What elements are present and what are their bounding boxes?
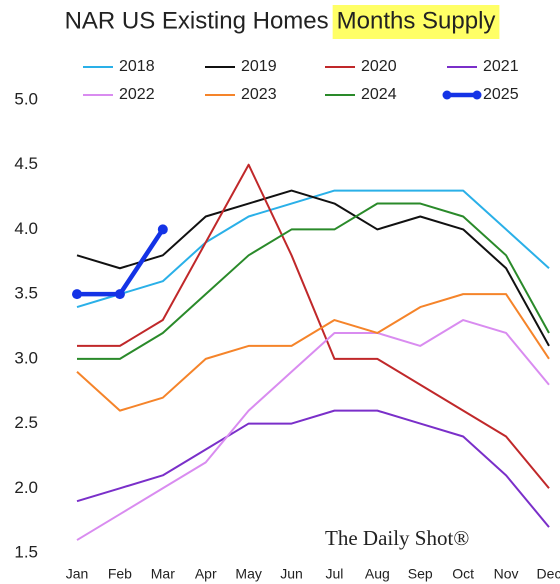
x-tick-label: Apr bbox=[195, 566, 217, 582]
series-line bbox=[76, 409, 550, 528]
y-tick-label: 3.0 bbox=[14, 348, 38, 367]
y-tick-label: 2.5 bbox=[14, 413, 38, 432]
series-line bbox=[76, 319, 550, 541]
legend-item: 2024 bbox=[325, 86, 397, 103]
x-tick-label: Oct bbox=[452, 566, 474, 582]
title-highlight bbox=[332, 5, 500, 39]
source: The Daily Shot® bbox=[325, 526, 469, 550]
legend-item: 2023 bbox=[205, 86, 277, 103]
legend-item: 2022 bbox=[83, 86, 155, 103]
x-tick-label: Feb bbox=[108, 566, 132, 582]
y-tick-label: 1.5 bbox=[14, 542, 38, 561]
data-point bbox=[157, 224, 168, 235]
x-tick-label: Jun bbox=[280, 566, 303, 582]
data-point bbox=[72, 289, 82, 300]
legend-item: 2018 bbox=[83, 58, 155, 75]
legend-item: 2021 bbox=[447, 58, 519, 75]
x-tick-label: Nov bbox=[494, 566, 519, 582]
legend-label: 2024 bbox=[361, 86, 397, 103]
legend-label: 2019 bbox=[241, 58, 277, 75]
legend-label: 2025 bbox=[483, 86, 519, 103]
x-tick-label: Sep bbox=[408, 566, 433, 582]
legend-item: 2019 bbox=[205, 58, 277, 75]
legend-label: 2022 bbox=[119, 86, 155, 103]
y-tick-label: 5.0 bbox=[14, 89, 38, 108]
data-point bbox=[114, 289, 125, 300]
legend-marker bbox=[472, 90, 482, 100]
legend-label: 2023 bbox=[241, 86, 277, 103]
x-tick-label: Jan bbox=[66, 566, 89, 582]
series-line bbox=[77, 202, 550, 360]
legend-label: 2020 bbox=[361, 58, 397, 75]
y-tick-label: 4.5 bbox=[14, 154, 38, 173]
legend-item: 2020 bbox=[325, 58, 397, 75]
x-tick-label: Dec bbox=[537, 566, 560, 582]
legend-label: 2018 bbox=[119, 58, 155, 75]
chart-title: NAR US Existing Homes bbox=[65, 7, 329, 34]
x-tick-label: Jul bbox=[326, 566, 344, 582]
x-tick-label: Aug bbox=[365, 566, 390, 582]
legend-item: 2025 bbox=[442, 86, 519, 103]
x-tick-label: May bbox=[235, 566, 261, 582]
series-line bbox=[77, 163, 550, 489]
series-line bbox=[76, 293, 550, 412]
x-tick-label: Mar bbox=[151, 566, 175, 582]
y-tick-label: 3.5 bbox=[14, 284, 38, 303]
y-tick-label: 4.0 bbox=[14, 219, 38, 238]
y-tick-label: 2.0 bbox=[14, 478, 38, 497]
series-line bbox=[76, 189, 550, 347]
legend-label: 2021 bbox=[483, 58, 519, 75]
chart-title-highlight: Months Supply bbox=[337, 7, 496, 34]
legend-marker bbox=[442, 90, 452, 100]
